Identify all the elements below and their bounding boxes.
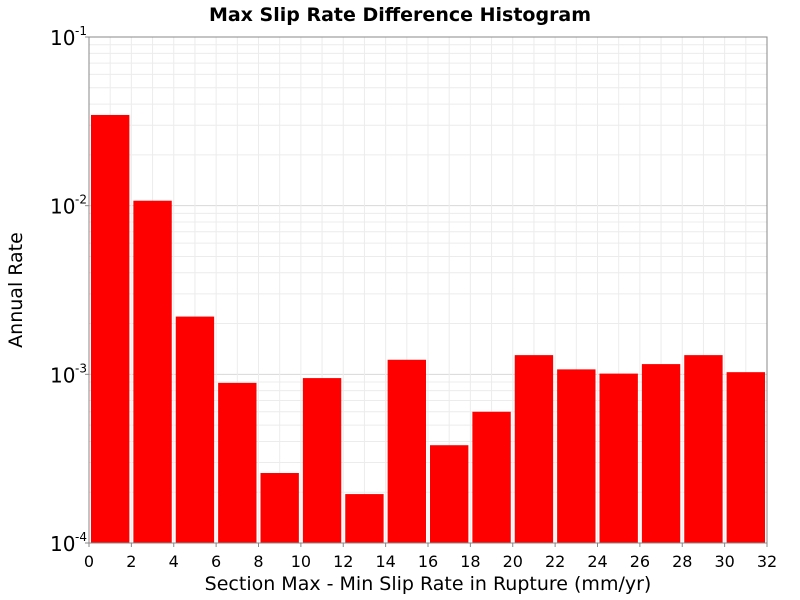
histogram-bar-11	[557, 369, 596, 543]
y-tick-label-2: 10	[50, 363, 75, 387]
y-tick-exponent-3: -4	[75, 530, 87, 544]
histogram-bar-2	[175, 316, 215, 543]
histogram-bar-7	[387, 359, 426, 543]
x-tick-label-14: 28	[672, 552, 692, 571]
x-tick-label-10: 20	[503, 552, 523, 571]
x-tick-label-15: 30	[714, 552, 734, 571]
histogram-bar-12	[599, 373, 638, 543]
x-tick-label-8: 16	[418, 552, 438, 571]
x-tick-label-11: 22	[545, 552, 565, 571]
x-tick-label-13: 26	[630, 552, 650, 571]
chart-title: Max Slip Rate Difference Histogram	[209, 4, 591, 26]
x-tick-label-1: 2	[126, 552, 136, 571]
histogram-bar-4	[260, 473, 299, 543]
y-tick-exponent-0: -1	[75, 24, 87, 38]
y-tick-label-1: 10	[50, 195, 75, 219]
x-tick-label-0: 0	[84, 552, 94, 571]
histogram-bar-6	[345, 494, 384, 543]
histogram-bar-1	[133, 200, 172, 543]
x-tick-label-5: 10	[291, 552, 311, 571]
x-tick-label-6: 12	[333, 552, 353, 571]
x-tick-label-4: 8	[253, 552, 263, 571]
x-tick-label-12: 24	[587, 552, 607, 571]
y-tick-exponent-2: -3	[75, 361, 87, 375]
y-tick-label-3: 10	[50, 532, 75, 556]
histogram-bar-10	[514, 355, 554, 543]
x-tick-label-2: 4	[169, 552, 179, 571]
x-axis-label: Section Max - Min Slip Rate in Rupture (…	[205, 573, 652, 595]
y-axis-label: Annual Rate	[5, 232, 27, 348]
histogram-bar-13	[641, 364, 681, 543]
x-tick-label-16: 32	[757, 552, 777, 571]
histogram-bar-5	[302, 378, 342, 543]
histogram-bar-3	[218, 382, 257, 543]
y-tick-exponent-1: -2	[75, 193, 87, 207]
histogram-bar-15	[726, 372, 765, 543]
histogram-bar-9	[472, 411, 511, 543]
x-tick-label-3: 6	[211, 552, 221, 571]
histogram-bar-14	[684, 355, 723, 543]
y-tick-label-0: 10	[50, 26, 75, 50]
x-tick-label-9: 18	[460, 552, 480, 571]
histogram-bar-8	[430, 445, 469, 543]
y-axis-ticks: 10-110-210-310-4	[50, 24, 89, 556]
histogram-bar-0	[91, 114, 130, 543]
bars	[91, 114, 765, 543]
x-tick-label-7: 14	[375, 552, 395, 571]
x-axis-ticks: 0 2 4 6 8 10 12 14 16 18 20 22 24 26 28 30 32	[84, 543, 777, 571]
